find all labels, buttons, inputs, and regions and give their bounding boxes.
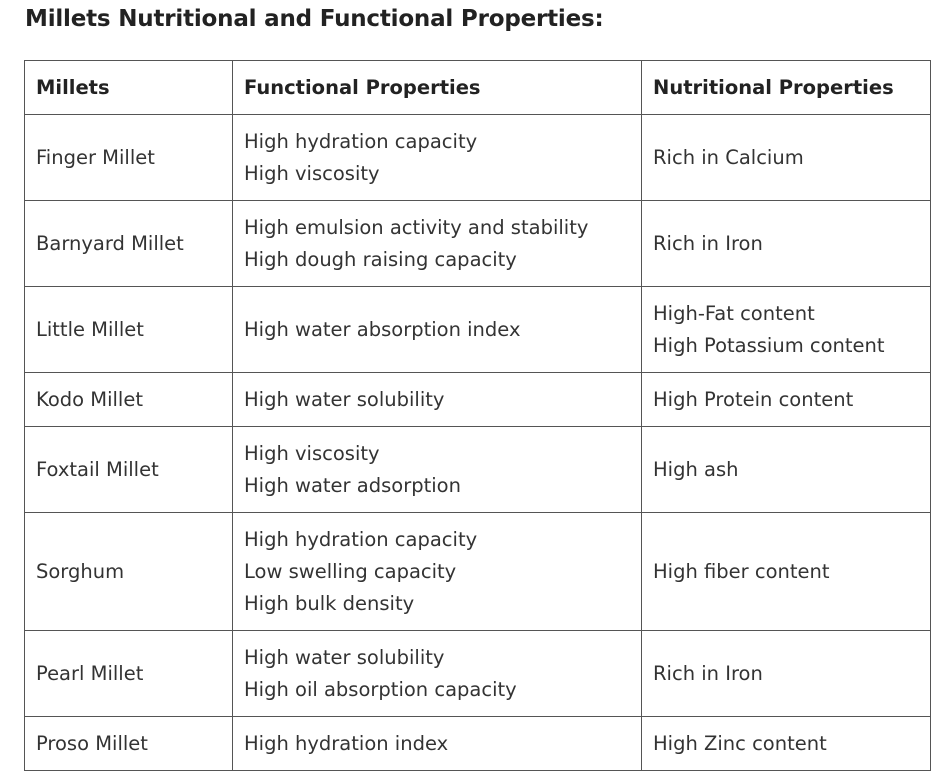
millet-name: Little Millet	[24, 286, 233, 373]
column-header-functional-properties: Functional Properties	[232, 60, 642, 115]
nutritional-property: High fiber content	[653, 559, 830, 583]
functional-property: High hydration index	[244, 731, 449, 755]
functional-properties-cell: High water solubility High oil absorptio…	[232, 630, 642, 717]
functional-properties-cell: High emulsion activity and stability Hig…	[232, 200, 642, 287]
functional-property: High water adsorption	[244, 473, 461, 497]
nutritional-properties-cell: High fiber content	[641, 512, 931, 631]
nutritional-properties-cell: High Protein content	[641, 372, 931, 427]
table-row: Kodo Millet High water solubility High P…	[24, 372, 931, 427]
functional-property: High viscosity	[244, 161, 380, 185]
millet-name: Barnyard Millet	[24, 200, 233, 287]
millet-name: Sorghum	[24, 512, 233, 631]
nutritional-property: Rich in Iron	[653, 231, 763, 255]
table-row: Sorghum High hydration capacity Low swel…	[24, 512, 931, 631]
functional-property: High water solubility	[244, 387, 445, 411]
nutritional-properties-cell: High Zinc content	[641, 716, 931, 771]
functional-property: High emulsion activity and stability	[244, 215, 589, 239]
millet-name: Pearl Millet	[24, 630, 233, 717]
functional-property: High water solubility	[244, 645, 445, 669]
nutritional-property: High Protein content	[653, 387, 854, 411]
column-header-millets: Millets	[24, 60, 233, 115]
functional-property: High hydration capacity	[244, 527, 478, 551]
nutritional-property: Rich in Calcium	[653, 145, 804, 169]
millet-name: Finger Millet	[24, 114, 233, 201]
table-row: Barnyard Millet High emulsion activity a…	[24, 200, 931, 287]
functional-property: High dough raising capacity	[244, 247, 517, 271]
functional-property: High bulk density	[244, 591, 415, 615]
nutritional-property: High Zinc content	[653, 731, 827, 755]
functional-properties-cell: High viscosity High water adsorption	[232, 426, 642, 513]
functional-properties-cell: High water solubility	[232, 372, 642, 427]
functional-property: Low swelling capacity	[244, 559, 457, 583]
nutritional-properties-cell: Rich in Calcium	[641, 114, 931, 201]
table-row: Pearl Millet High water solubility High …	[24, 630, 931, 717]
table-header-row: Millets Functional Properties Nutritiona…	[24, 60, 931, 115]
millets-table: Millets Functional Properties Nutritiona…	[24, 60, 931, 771]
millet-name: Foxtail Millet	[24, 426, 233, 513]
nutritional-properties-cell: Rich in Iron	[641, 630, 931, 717]
table-row: Little Millet High water absorption inde…	[24, 286, 931, 373]
functional-property: High viscosity	[244, 441, 380, 465]
table-row: Foxtail Millet High viscosity High water…	[24, 426, 931, 513]
nutritional-properties-cell: High-Fat content High Potassium content	[641, 286, 931, 373]
millet-name: Kodo Millet	[24, 372, 233, 427]
table-row: Proso Millet High hydration index High Z…	[24, 716, 931, 771]
functional-property: High hydration capacity	[244, 129, 478, 153]
nutritional-property: Rich in Iron	[653, 661, 763, 685]
functional-properties-cell: High hydration capacity High viscosity	[232, 114, 642, 201]
nutritional-property: High ash	[653, 457, 739, 481]
column-header-nutritional-properties: Nutritional Properties	[641, 60, 931, 115]
functional-properties-cell: High water absorption index	[232, 286, 642, 373]
nutritional-property: High-Fat content	[653, 301, 815, 325]
millet-name: Proso Millet	[24, 716, 233, 771]
nutritional-properties-cell: High ash	[641, 426, 931, 513]
functional-properties-cell: High hydration index	[232, 716, 642, 771]
functional-properties-cell: High hydration capacity Low swelling cap…	[232, 512, 642, 631]
functional-property: High oil absorption capacity	[244, 677, 517, 701]
functional-property: High water absorption index	[244, 317, 521, 341]
page-title: Millets Nutritional and Functional Prope…	[25, 6, 604, 32]
nutritional-property: High Potassium content	[653, 333, 885, 357]
table-row: Finger Millet High hydration capacity Hi…	[24, 114, 931, 201]
nutritional-properties-cell: Rich in Iron	[641, 200, 931, 287]
